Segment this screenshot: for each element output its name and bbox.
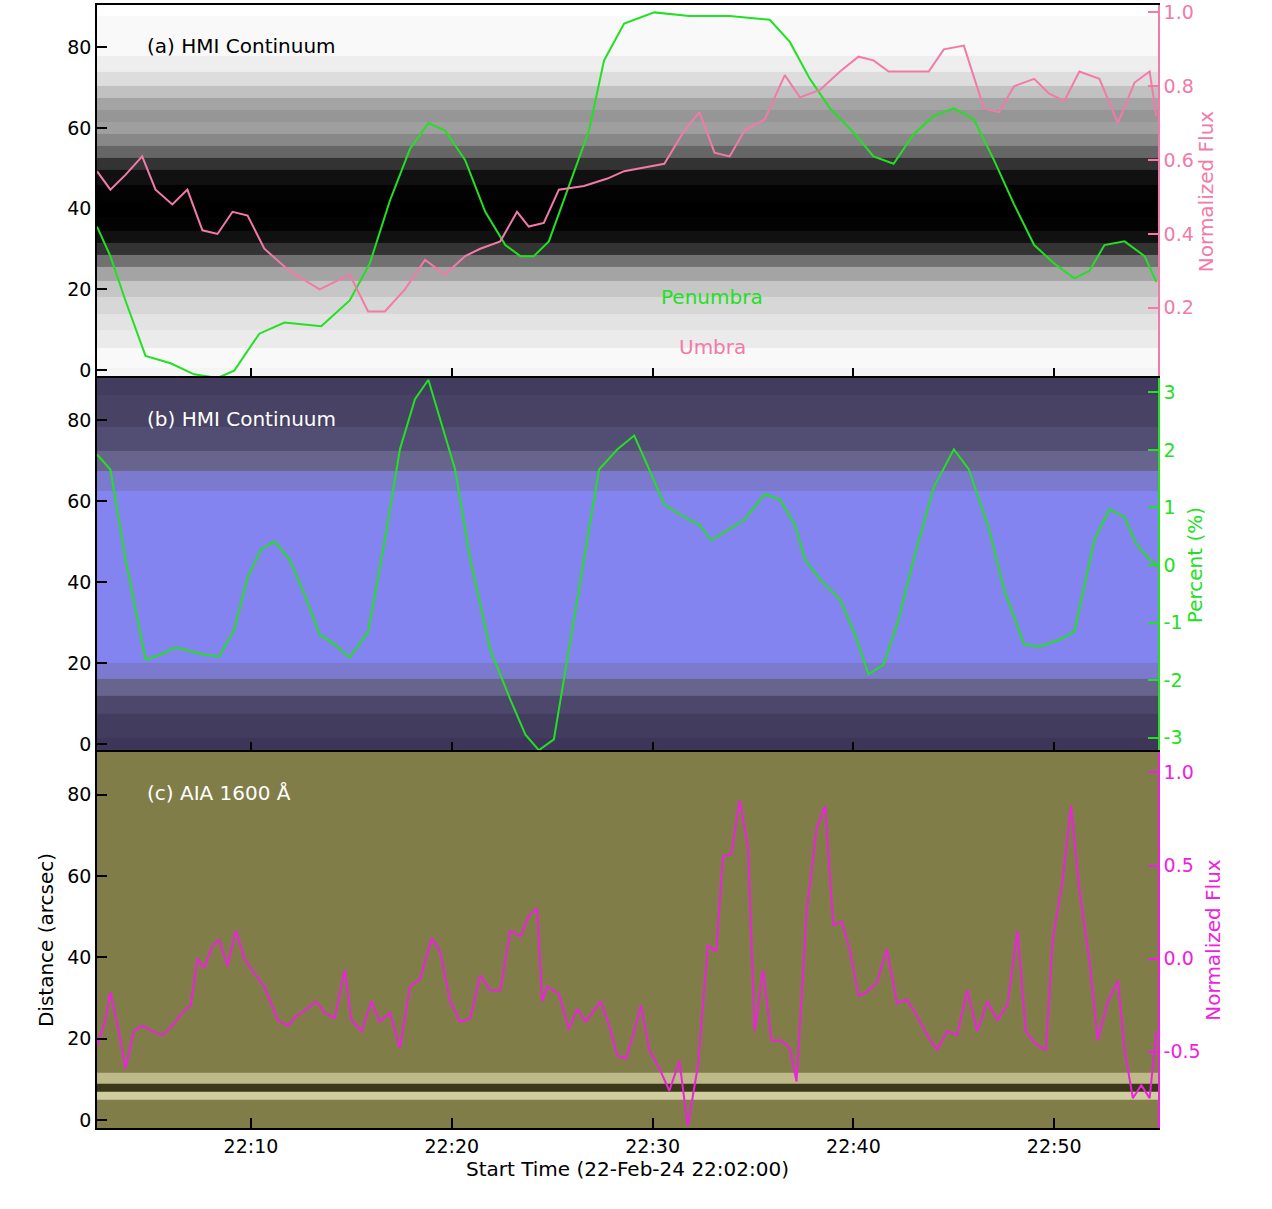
svg-text:0.8: 0.8 — [1164, 75, 1194, 97]
svg-text:-2: -2 — [1164, 669, 1183, 691]
svg-text:0: 0 — [79, 359, 91, 381]
svg-text:2: 2 — [1164, 439, 1176, 461]
svg-text:Start Time (22-Feb-24 22:02:00: Start Time (22-Feb-24 22:02:00) — [466, 1157, 789, 1181]
svg-text:40: 40 — [67, 197, 91, 219]
svg-text:Percent (%): Percent (%) — [1183, 507, 1207, 623]
svg-text:80: 80 — [67, 36, 91, 58]
svg-text:0: 0 — [79, 1109, 91, 1131]
svg-text:40: 40 — [67, 946, 91, 968]
svg-text:1: 1 — [1164, 496, 1176, 518]
svg-text:60: 60 — [67, 490, 91, 512]
svg-text:22:20: 22:20 — [424, 1135, 479, 1157]
svg-text:0: 0 — [1164, 554, 1176, 576]
svg-text:Penumbra: Penumbra — [661, 285, 763, 309]
svg-text:Normalized Flux: Normalized Flux — [1194, 111, 1218, 273]
svg-text:Umbra: Umbra — [679, 335, 746, 359]
svg-text:0.6: 0.6 — [1164, 149, 1194, 171]
svg-text:0.4: 0.4 — [1164, 223, 1194, 245]
svg-text:(a) HMI Continuum: (a) HMI Continuum — [147, 34, 336, 58]
svg-text:(b) HMI Continuum: (b) HMI Continuum — [147, 407, 336, 431]
svg-text:22:10: 22:10 — [224, 1135, 279, 1157]
svg-text:0.0: 0.0 — [1164, 947, 1194, 969]
svg-text:22:50: 22:50 — [1027, 1135, 1082, 1157]
svg-text:1.0: 1.0 — [1164, 1, 1194, 23]
svg-text:-3: -3 — [1164, 726, 1183, 748]
svg-text:60: 60 — [67, 865, 91, 887]
svg-text:80: 80 — [67, 409, 91, 431]
svg-text:-1: -1 — [1164, 611, 1183, 633]
svg-text:0.2: 0.2 — [1164, 296, 1194, 318]
svg-text:3: 3 — [1164, 381, 1176, 403]
svg-text:Distance (arcsec): Distance (arcsec) — [34, 853, 58, 1027]
svg-text:20: 20 — [67, 278, 91, 300]
svg-text:40: 40 — [67, 571, 91, 593]
svg-text:(c) AIA 1600 Å: (c) AIA 1600 Å — [147, 781, 291, 805]
svg-text:-0.5: -0.5 — [1164, 1040, 1201, 1062]
svg-text:60: 60 — [67, 117, 91, 139]
svg-text:20: 20 — [67, 1027, 91, 1049]
svg-text:20: 20 — [67, 652, 91, 674]
svg-text:0.5: 0.5 — [1164, 854, 1194, 876]
svg-text:80: 80 — [67, 783, 91, 805]
svg-text:1.0: 1.0 — [1164, 761, 1194, 783]
svg-text:Normalized Flux: Normalized Flux — [1201, 859, 1225, 1021]
svg-text:22:30: 22:30 — [625, 1135, 680, 1157]
svg-text:0: 0 — [79, 733, 91, 755]
svg-text:22:40: 22:40 — [826, 1135, 881, 1157]
